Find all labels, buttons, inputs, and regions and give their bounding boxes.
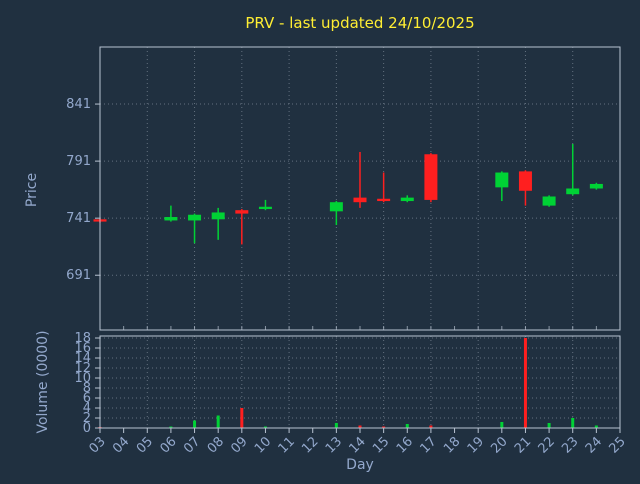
candle-body	[329, 202, 343, 212]
x-tick-label: 24	[583, 434, 605, 456]
price-tick-label: 741	[66, 211, 91, 226]
price-tick-label: 841	[66, 97, 91, 112]
x-tick-label: 03	[87, 434, 109, 456]
volume-tick-label: 0	[83, 421, 91, 436]
volume-tick-label: 12	[74, 361, 91, 376]
volume-bar	[429, 425, 433, 428]
candle-body	[258, 206, 272, 210]
candles-layer	[93, 143, 603, 245]
candle-body	[400, 197, 414, 202]
volume-bar	[358, 425, 362, 428]
candle-body	[211, 212, 225, 220]
volume-bar	[240, 408, 244, 428]
x-tick-label: 16	[394, 434, 416, 456]
price-tick-label: 791	[66, 154, 91, 169]
volume-bar	[594, 425, 598, 428]
candle-body	[424, 154, 438, 200]
volume-bar	[169, 426, 173, 428]
x-tick-label: 17	[417, 434, 439, 456]
volume-bar	[334, 423, 338, 428]
x-tick-label: 13	[323, 434, 345, 456]
x-tick-label: 09	[228, 434, 250, 456]
x-tick-label: 10	[252, 434, 274, 456]
x-tick-label: 15	[370, 434, 392, 456]
x-tick-label: 21	[512, 434, 534, 456]
volume-bar	[523, 338, 527, 428]
volume-bar	[382, 426, 386, 428]
candle-body	[235, 210, 249, 214]
volume-tick-label: 4	[83, 401, 91, 416]
volume-bar	[500, 422, 504, 428]
volume-bar	[216, 415, 220, 428]
x-tick-label: 06	[157, 434, 179, 456]
x-tick-label: 18	[441, 434, 463, 456]
x-tick-label: 04	[110, 434, 132, 456]
volume-panel-border	[99, 335, 621, 429]
volume-bar	[263, 426, 267, 428]
price-axis-label: Price	[24, 173, 40, 207]
x-tick-label: 05	[134, 434, 156, 456]
x-tick-label: 20	[488, 434, 510, 456]
candle-body	[566, 188, 580, 195]
candle-body	[589, 183, 603, 189]
volume-bar	[193, 420, 197, 428]
volume-bar	[571, 418, 575, 428]
x-tick-label: 08	[205, 434, 227, 456]
candle-body	[353, 197, 367, 203]
candle-body	[377, 198, 391, 202]
volume-bar	[405, 424, 409, 428]
candle-body	[495, 172, 509, 188]
volume-bar	[547, 423, 551, 428]
candle-body	[518, 171, 532, 191]
x-axis-label: Day	[346, 457, 374, 473]
x-tick-label: 11	[276, 434, 298, 456]
volume-tick-label: 16	[74, 341, 91, 356]
x-tick-label: 14	[347, 434, 369, 456]
x-tick-label: 23	[559, 434, 581, 456]
grid-layer	[100, 47, 621, 428]
chart-title: PRV - last updated 24/10/2025	[245, 14, 474, 32]
candle-body	[188, 214, 202, 221]
volume-tick-label: 14	[74, 351, 91, 366]
x-tick-label: 25	[607, 434, 629, 456]
volume-tick-label: 18	[74, 331, 91, 346]
x-tick-label: 19	[465, 434, 487, 456]
candle-body	[164, 217, 178, 221]
volume-axis-label: Volume (0000)	[35, 330, 51, 433]
volume-tick-label: 2	[83, 411, 91, 426]
price-tick-label: 691	[66, 268, 91, 283]
x-tick-label: 22	[536, 434, 558, 456]
axes-layer	[95, 46, 621, 433]
volume-bars-layer	[98, 338, 598, 428]
x-tick-label: 12	[299, 434, 321, 456]
volume-tick-label: 10	[74, 371, 91, 386]
candle-body	[542, 196, 556, 206]
x-tick-label: 07	[181, 434, 203, 456]
volume-tick-label: 6	[83, 391, 91, 406]
volume-tick-label: 8	[83, 381, 91, 396]
